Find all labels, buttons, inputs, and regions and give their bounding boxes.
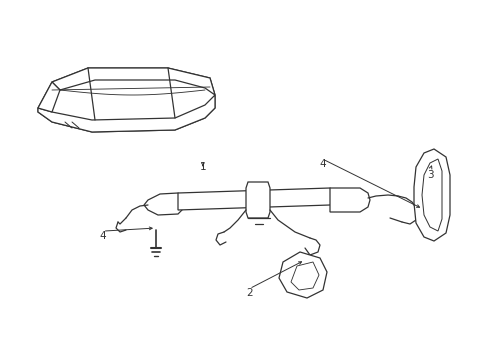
Polygon shape	[279, 252, 326, 298]
Text: 1: 1	[199, 162, 206, 172]
Polygon shape	[38, 95, 215, 132]
Polygon shape	[38, 68, 215, 132]
Polygon shape	[38, 82, 60, 112]
Polygon shape	[290, 262, 318, 290]
Polygon shape	[245, 182, 269, 218]
Text: 4: 4	[99, 231, 106, 241]
Polygon shape	[329, 188, 369, 212]
Polygon shape	[178, 188, 333, 210]
Text: 3: 3	[426, 170, 433, 180]
Polygon shape	[143, 193, 182, 215]
Polygon shape	[52, 68, 215, 95]
Polygon shape	[421, 159, 441, 231]
Text: 2: 2	[245, 288, 252, 298]
Polygon shape	[413, 149, 449, 241]
Text: 4: 4	[319, 159, 325, 169]
